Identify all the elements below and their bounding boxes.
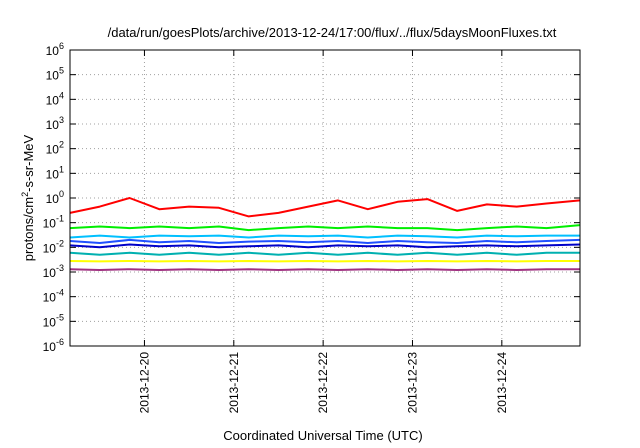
y-tick-base: 10 — [43, 241, 57, 255]
y-tick-label: 106 — [46, 41, 64, 58]
y-tick-exp: -3 — [56, 263, 64, 273]
x-tick-label: 2013-12-21 — [227, 352, 241, 414]
x-tick-label: 2013-12-24 — [495, 352, 509, 414]
y-axis-label-post: -s-sr-MeV — [21, 134, 36, 191]
x-axis-label: Coordinated Universal Time (UTC) — [223, 428, 422, 443]
y-tick-label: 10-3 — [43, 263, 64, 280]
y-tick-base: 10 — [43, 291, 57, 305]
y-tick-label: 103 — [46, 115, 64, 132]
y-tick-exp: -1 — [56, 214, 64, 224]
series-line-6 — [69, 251, 580, 256]
y-tick-base: 10 — [46, 44, 60, 58]
series-line-8 — [69, 268, 580, 271]
y-tick-label: 100 — [46, 189, 64, 206]
y-tick-exp: -2 — [56, 238, 64, 248]
y-axis-label-pre: protons/cm — [21, 197, 36, 261]
y-tick-exp: 1 — [59, 164, 64, 174]
y-tick-label: 105 — [46, 66, 64, 83]
y-tick-base: 10 — [46, 143, 60, 157]
y-tick-base: 10 — [46, 118, 60, 132]
y-tick-exp: -6 — [56, 337, 64, 347]
series-line-5 — [69, 243, 581, 249]
chart-title: /data/run/goesPlots/archive/2013-12-24/1… — [108, 25, 557, 40]
series-group — [69, 197, 581, 271]
y-tick-label: 104 — [46, 90, 64, 107]
series-line-2 — [69, 224, 581, 232]
x-axis: 2013-12-20 2013-12-21 2013-12-22 2013-12-23… — [137, 50, 509, 414]
y-tick-label: 101 — [46, 164, 64, 181]
y-tick-base: 10 — [46, 69, 60, 83]
y-tick-exp: 4 — [59, 90, 64, 100]
y-tick-exp: -5 — [56, 312, 64, 322]
y-tick-base: 10 — [43, 266, 57, 280]
y-tick-label: 102 — [46, 140, 64, 157]
grid — [70, 50, 580, 346]
y-tick-exp: 2 — [59, 140, 64, 150]
y-tick-base: 10 — [43, 217, 57, 231]
y-tick-label: 10-1 — [43, 214, 64, 231]
y-axis-label: protons/cm2-s-sr-MeV — [20, 134, 36, 261]
y-tick-exp: 6 — [59, 41, 64, 51]
series-line-3 — [69, 234, 580, 239]
y-tick-exp: 5 — [59, 66, 64, 76]
series-line-1 — [69, 197, 581, 218]
y-tick-label: 10-5 — [43, 312, 64, 329]
y-axis-label-sup: 2 — [20, 192, 30, 197]
y-tick-label: 10-2 — [43, 238, 64, 255]
series-line-4 — [69, 238, 581, 244]
y-tick-label: 10-6 — [43, 337, 64, 354]
y-tick-base: 10 — [46, 167, 60, 181]
y-tick-base: 10 — [43, 315, 57, 329]
y-tick-base: 10 — [46, 192, 60, 206]
y-tick-base: 10 — [46, 93, 60, 107]
y-tick-base: 10 — [43, 340, 57, 354]
y-tick-label: 10-4 — [43, 288, 64, 305]
y-tick-exp: -4 — [56, 288, 64, 298]
x-tick-label: 2013-12-23 — [405, 352, 419, 414]
y-axis: 10-610-510-410-310-210-11001011021031041… — [43, 41, 580, 354]
x-tick-label: 2013-12-20 — [137, 352, 151, 414]
y-tick-exp: 0 — [59, 189, 64, 199]
x-tick-label: 2013-12-22 — [316, 352, 330, 414]
y-tick-exp: 3 — [59, 115, 64, 125]
